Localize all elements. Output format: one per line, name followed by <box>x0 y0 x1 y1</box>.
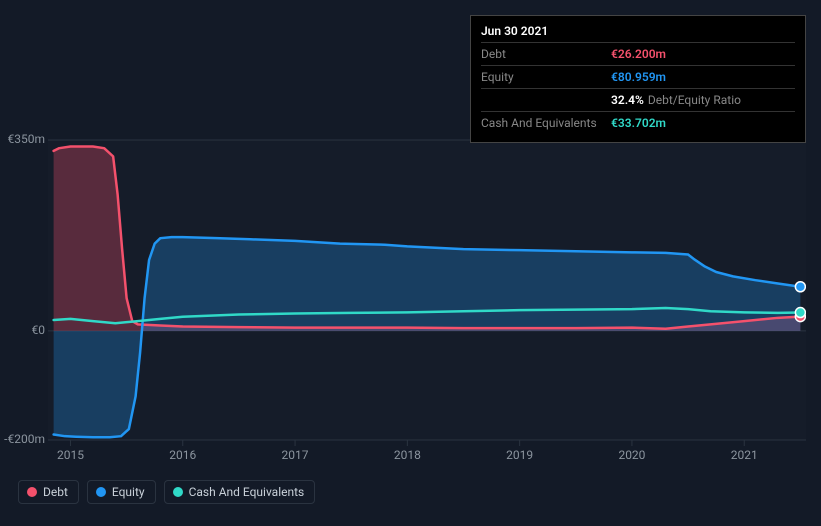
x-axis-label: 2017 <box>282 448 309 462</box>
tooltip-row-value: €26.200m <box>611 45 666 63</box>
legend-label: Debt <box>43 485 68 499</box>
y-axis-label: €350m <box>0 132 45 146</box>
x-axis-label: 2015 <box>57 448 84 462</box>
tooltip-date: Jun 30 2021 <box>481 22 795 40</box>
legend-swatch <box>27 487 37 497</box>
chart-container: { "chart": { "type": "area", "background… <box>0 0 821 526</box>
tooltip-row: Cash And Equivalents€33.702m <box>481 111 795 134</box>
legend-label: Equity <box>112 485 145 499</box>
legend-label: Cash And Equivalents <box>189 485 305 499</box>
x-axis-label: 2020 <box>618 448 645 462</box>
chart-legend: Debt Equity Cash And Equivalents <box>18 480 315 504</box>
legend-item-cash[interactable]: Cash And Equivalents <box>164 480 316 504</box>
x-axis-label: 2018 <box>394 448 421 462</box>
y-axis-label: -€200m <box>0 432 45 446</box>
tooltip-row: Equity€80.959m <box>481 65 795 88</box>
legend-swatch <box>96 487 106 497</box>
y-axis-label: €0 <box>0 323 45 337</box>
tooltip-row-label: Debt <box>481 45 611 63</box>
tooltip-row: 32.4%Debt/Equity Ratio <box>481 88 795 111</box>
tooltip-row-label: Equity <box>481 68 611 86</box>
tooltip-row-value: €80.959m <box>611 68 666 86</box>
tooltip-row-value: €33.702m <box>611 114 666 132</box>
x-axis-label: 2021 <box>731 448 758 462</box>
x-axis-label: 2019 <box>506 448 533 462</box>
chart-tooltip: Jun 30 2021 Debt€26.200mEquity€80.959m32… <box>470 15 806 143</box>
legend-item-debt[interactable]: Debt <box>18 480 79 504</box>
tooltip-row: Debt€26.200m <box>481 42 795 65</box>
tooltip-row-value: 32.4%Debt/Equity Ratio <box>611 91 741 109</box>
tooltip-row-label <box>481 91 611 109</box>
tooltip-row-label: Cash And Equivalents <box>481 114 611 132</box>
legend-item-equity[interactable]: Equity <box>87 480 156 504</box>
x-axis-label: 2016 <box>169 448 196 462</box>
legend-swatch <box>173 487 183 497</box>
